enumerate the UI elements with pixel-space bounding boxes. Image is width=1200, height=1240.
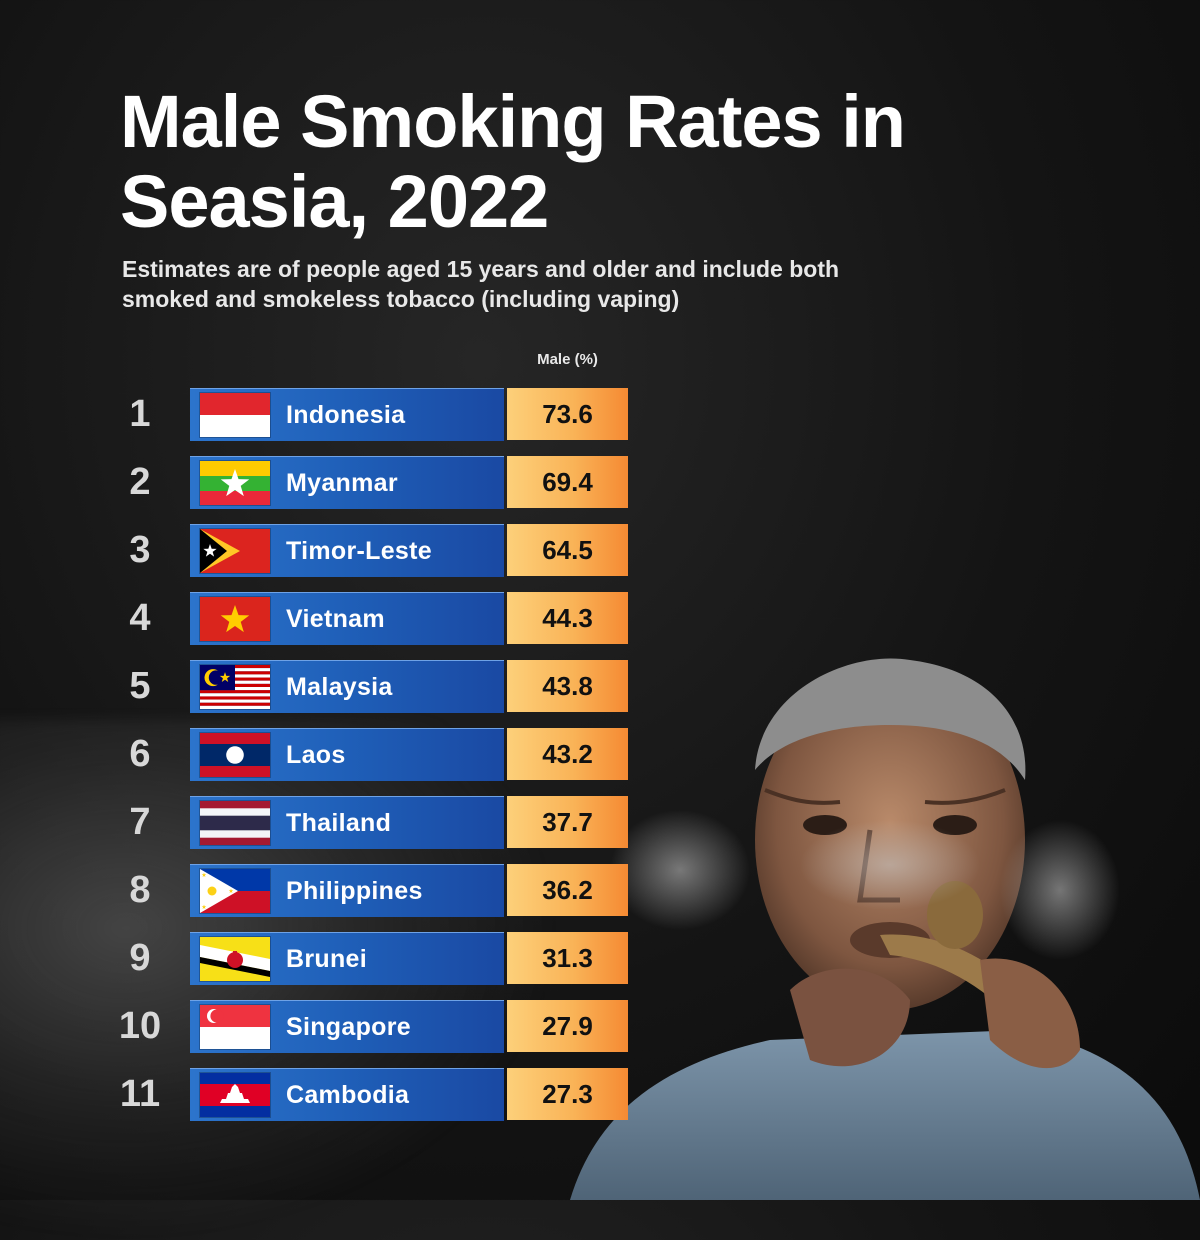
country-name: Timor-Leste: [286, 537, 432, 565]
philippines-flag-icon: [200, 869, 270, 913]
country-bar: Thailand: [190, 796, 504, 849]
country-name: Vietnam: [286, 605, 385, 633]
country-bar: Brunei: [190, 932, 504, 985]
value-label: 31.3: [507, 932, 628, 984]
country-bar: Laos: [190, 728, 504, 781]
value-label: 37.7: [507, 796, 628, 848]
laos-flag-icon: [200, 733, 270, 777]
rank-number: 5: [129, 665, 151, 707]
value-label: 36.2: [507, 864, 628, 916]
country-name: Malaysia: [286, 673, 393, 701]
country-bar: Myanmar: [190, 456, 504, 509]
malaysia-flag-icon: [200, 665, 270, 709]
country-name: Brunei: [286, 945, 367, 973]
rank-number: 2: [129, 461, 151, 503]
country-bar: Vietnam: [190, 592, 504, 645]
chart-subtitle: Estimates are of people aged 15 years an…: [122, 256, 840, 312]
country-name: Laos: [286, 741, 346, 769]
country-bar: Cambodia: [190, 1068, 504, 1121]
value-label: 27.9: [507, 1000, 628, 1052]
indonesia-flag-icon: [200, 393, 270, 437]
country-bar: Malaysia: [190, 660, 504, 713]
rank-number: 6: [129, 733, 151, 775]
country-name: Thailand: [286, 809, 392, 837]
rank-number: 7: [129, 801, 151, 843]
timor-leste-flag-icon: [200, 529, 270, 573]
smoking-man-photo: [570, 658, 1200, 1200]
myanmar-flag-icon: [200, 461, 270, 505]
country-bar: Singapore: [190, 1000, 504, 1053]
value-label: 69.4: [507, 456, 628, 508]
rank-number: 9: [129, 937, 151, 979]
rank-number: 10: [118, 1005, 162, 1047]
brunei-flag-icon: [200, 937, 270, 981]
value-label: 73.6: [507, 388, 628, 440]
singapore-flag-icon: [200, 1005, 270, 1049]
rank-number: 1: [129, 393, 151, 435]
value-column-header: Male (%): [537, 351, 598, 368]
vietnam-flag-icon: [200, 597, 270, 641]
country-bar: Timor-Leste: [190, 524, 504, 577]
thailand-flag-icon: [200, 801, 270, 845]
rank-number: 8: [129, 869, 151, 911]
value-label: 27.3: [507, 1068, 628, 1120]
country-name: Indonesia: [286, 401, 406, 429]
country-bar: Philippines: [190, 864, 504, 917]
country-name: Philippines: [286, 877, 423, 905]
rank-number: 4: [129, 597, 151, 639]
country-bar: Indonesia: [190, 388, 504, 441]
rank-number: 11: [119, 1073, 161, 1115]
country-name: Singapore: [286, 1013, 411, 1041]
value-label: 43.2: [507, 728, 628, 780]
country-name: Myanmar: [286, 469, 398, 497]
rank-number: 3: [129, 529, 151, 571]
cambodia-flag-icon: [200, 1073, 270, 1117]
value-label: 43.8: [507, 660, 628, 712]
country-name: Cambodia: [286, 1081, 410, 1109]
chart-title: Male Smoking Rates in Seasia, 2022: [120, 80, 906, 243]
value-label: 44.3: [507, 592, 628, 644]
value-label: 64.5: [507, 524, 628, 576]
